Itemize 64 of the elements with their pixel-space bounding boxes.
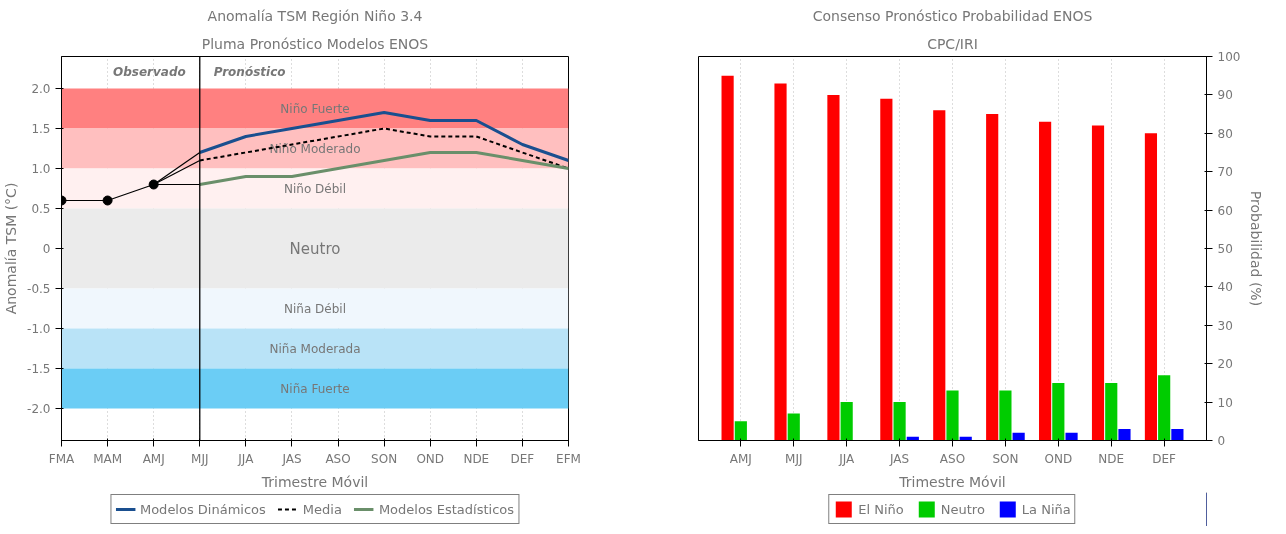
band-label: Neutro: [289, 239, 341, 258]
annotation: Observado: [113, 64, 186, 79]
y2-axis-title: Probabilidad (%): [1248, 190, 1265, 307]
x-tick-label: JAS: [281, 451, 302, 466]
x-tick-label: FMA: [48, 451, 76, 466]
chart-title: Anomalía TSM Región Niño 3.4: [207, 7, 423, 24]
y2-tick-label: 20: [1217, 357, 1233, 372]
y2-tick-label: 80: [1217, 126, 1233, 141]
x-tick-label: JAS: [889, 451, 910, 466]
legend-label: Modelos Dinámicos: [139, 501, 266, 517]
chart-title: Consenso Pronóstico Probabilidad ENOS: [812, 7, 1093, 24]
band-label: Niño Fuerte: [280, 101, 350, 116]
band-label: Niño Moderado: [269, 141, 361, 156]
x-tick-label: SON: [371, 451, 398, 466]
legend-label: El Niño: [858, 501, 904, 517]
annotation: Pronóstico: [213, 64, 286, 79]
y-tick-label: 1.5: [31, 122, 51, 136]
y-tick-label: -1.5: [27, 362, 51, 376]
x-tick-label: ASO: [325, 451, 351, 466]
legend-label: Neutro: [940, 501, 985, 517]
y-axis-title: Anomalía TSM (°C): [3, 182, 20, 315]
y2-tick-label: 70: [1217, 165, 1233, 180]
y2-tick-label: 60: [1217, 203, 1233, 218]
x-tick-label: OND: [1044, 451, 1073, 466]
y-tick-label: 0.5: [31, 202, 51, 216]
x-tick-label: JJA: [237, 451, 255, 466]
x-axis-title: Trimestre Móvil: [898, 473, 1006, 490]
x-tick-label: AMJ: [142, 451, 165, 466]
chart-subtitle: Pluma Pronóstico Modelos ENOS: [201, 35, 429, 52]
x-tick-label: EFM: [556, 451, 581, 466]
y-tick-label: -0.5: [27, 282, 51, 296]
x-tick-label: MJJ: [785, 451, 803, 466]
band-label: Niña Débil: [284, 301, 346, 316]
x-tick-label: ASO: [939, 451, 966, 466]
y-tick-label: -2.0: [27, 402, 51, 416]
legend-label: Modelos Estadísticos: [378, 501, 515, 517]
y2-tick-label: 50: [1217, 242, 1233, 256]
x-axis-title: Trimestre Móvil: [260, 473, 369, 490]
y-tick-label: 0: [42, 242, 51, 256]
x-tick-label: JJA: [838, 451, 855, 466]
x-tick-label: DEF: [1152, 451, 1177, 466]
x-tick-label: NDE: [1098, 451, 1125, 466]
legend-label: La Niña: [1021, 501, 1071, 517]
y-tick-label: 2.0: [31, 82, 51, 96]
legend-label: Media: [302, 501, 342, 517]
x-tick-label: AMJ: [729, 451, 752, 466]
x-tick-label: MAM: [93, 451, 123, 466]
y2-tick-label: 40: [1217, 280, 1233, 295]
x-tick-label: DEF: [510, 451, 535, 466]
x-tick-label: OND: [416, 451, 445, 466]
band-label: Niña Fuerte: [280, 381, 350, 396]
band-label: Niño Débil: [284, 181, 346, 196]
x-tick-label: SON: [992, 451, 1019, 466]
y2-tick-label: 90: [1217, 88, 1233, 103]
y2-tick-label: 10: [1217, 395, 1233, 410]
x-tick-label: MJJ: [191, 451, 209, 466]
y2-tick-label: 0: [1217, 434, 1226, 448]
y2-tick-label: 30: [1217, 318, 1233, 333]
y2-tick-label: 100: [1217, 50, 1241, 64]
y-tick-label: 1.0: [31, 162, 51, 176]
band-label: Niña Moderada: [269, 341, 361, 356]
chart-subtitle: CPC/IRI: [927, 35, 978, 52]
y-tick-label: -1.0: [27, 322, 51, 336]
x-tick-label: NDE: [463, 451, 490, 466]
